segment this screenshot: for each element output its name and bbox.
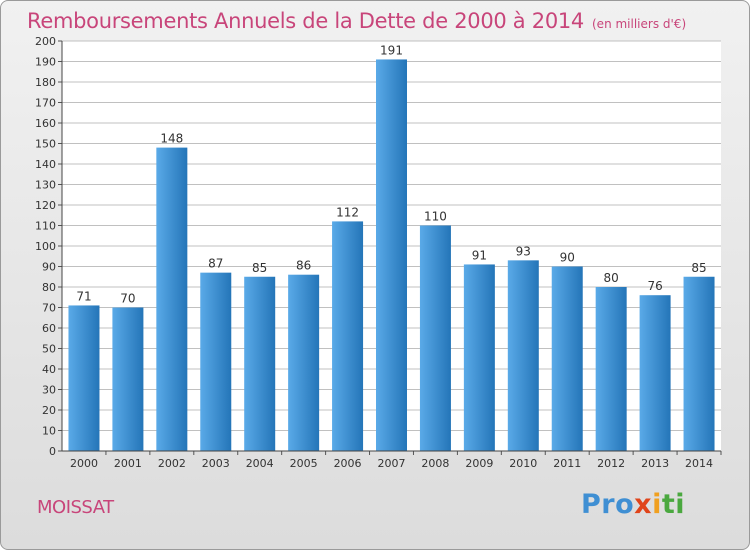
data-label-2005: 86 — [296, 259, 311, 273]
x-tick-label-2005: 2005 — [290, 457, 318, 470]
bar-2013 — [639, 295, 671, 451]
x-tick-label-2007: 2007 — [378, 457, 406, 470]
x-tick-label-2000: 2000 — [70, 457, 98, 470]
bar-2002 — [156, 147, 188, 451]
x-tick-label-2013: 2013 — [641, 457, 669, 470]
y-tick-label: 30 — [42, 384, 56, 397]
x-tick-label-2008: 2008 — [421, 457, 449, 470]
bar-2003 — [200, 272, 232, 451]
y-tick-label: 170 — [35, 97, 56, 110]
axes — [61, 41, 721, 452]
chart-title: Remboursements Annuels de la Dette de 20… — [27, 9, 686, 33]
data-label-2011: 90 — [560, 251, 575, 265]
bar-2007 — [376, 59, 407, 451]
y-tick-label: 110 — [35, 220, 56, 233]
y-tick-label: 90 — [42, 261, 56, 274]
y-tick-label: 160 — [35, 117, 56, 130]
y-tick-label: 50 — [42, 343, 56, 356]
y-tick-label: 120 — [35, 199, 56, 212]
bar-2009 — [463, 264, 495, 451]
data-label-2002: 148 — [160, 132, 183, 146]
x-tick-label-2001: 2001 — [114, 457, 142, 470]
y-tick-label: 10 — [42, 425, 56, 438]
data-label-2007: 191 — [380, 43, 403, 57]
bar-2006 — [332, 221, 364, 451]
y-axis-ticks: 0 10 20 30 40 50 60 70 80 90 100 110 120 130 140 150 160… — [35, 35, 62, 458]
y-tick-label: 80 — [42, 281, 56, 294]
data-label-2014: 85 — [691, 261, 706, 275]
x-tick-label-2010: 2010 — [509, 457, 537, 470]
bar-2000 — [68, 305, 100, 451]
x-tick-label-2011: 2011 — [553, 457, 581, 470]
y-tick-label: 150 — [35, 138, 56, 151]
data-labels: 71 70 148 87 85 86 112 191 110 91 93 90 80 76 85 — [76, 43, 706, 305]
x-tick-label-2012: 2012 — [597, 457, 625, 470]
data-label-2000: 71 — [76, 289, 91, 303]
y-tick-label: 70 — [42, 302, 56, 315]
y-tick-label: 130 — [35, 179, 56, 192]
x-tick-label-2006: 2006 — [334, 457, 362, 470]
x-tick-label-2014: 2014 — [685, 457, 713, 470]
y-tick-label: 20 — [42, 404, 56, 417]
y-tick-label: 180 — [35, 76, 56, 89]
data-label-2008: 110 — [424, 210, 447, 224]
bar-2014 — [683, 276, 715, 451]
data-label-2012: 80 — [604, 271, 619, 285]
bar-2011 — [551, 266, 583, 451]
data-label-2001: 70 — [120, 292, 135, 306]
bar-2004 — [244, 276, 276, 451]
proxiti-logo: Proxiti — [581, 489, 686, 520]
y-tick-label: 140 — [35, 158, 56, 171]
x-tick-label-2004: 2004 — [246, 457, 274, 470]
y-tick-label: 200 — [35, 35, 56, 48]
bar-2010 — [507, 260, 539, 451]
y-tick-label: 190 — [35, 56, 56, 69]
bar-2005 — [288, 274, 320, 451]
title-text: Remboursements Annuels de la Dette de 20… — [27, 9, 584, 33]
data-label-2003: 87 — [208, 257, 223, 271]
bars — [68, 59, 715, 451]
bar-2012 — [595, 287, 627, 451]
bar-2008 — [419, 225, 451, 451]
data-label-2009: 91 — [472, 248, 487, 262]
x-tick-label-2003: 2003 — [202, 457, 230, 470]
y-tick-label: 60 — [42, 322, 56, 335]
data-label-2006: 112 — [336, 205, 359, 219]
y-tick-label: 0 — [49, 445, 56, 458]
bar-2001 — [112, 307, 144, 451]
x-axis-ticks: 2000 2001 2002 2003 2004 2005 2006 2007 2008 2009… — [70, 451, 722, 470]
x-tick-label-2002: 2002 — [158, 457, 186, 470]
y-tick-label: 40 — [42, 363, 56, 376]
data-label-2013: 76 — [647, 279, 662, 293]
y-tick-label: 100 — [35, 240, 56, 253]
x-tick-label-2009: 2009 — [465, 457, 493, 470]
data-label-2010: 93 — [516, 244, 531, 258]
data-label-2004: 85 — [252, 261, 267, 275]
title-unit: (en milliers d'€) — [592, 17, 687, 31]
commune-name: MOISSAT — [37, 497, 114, 518]
